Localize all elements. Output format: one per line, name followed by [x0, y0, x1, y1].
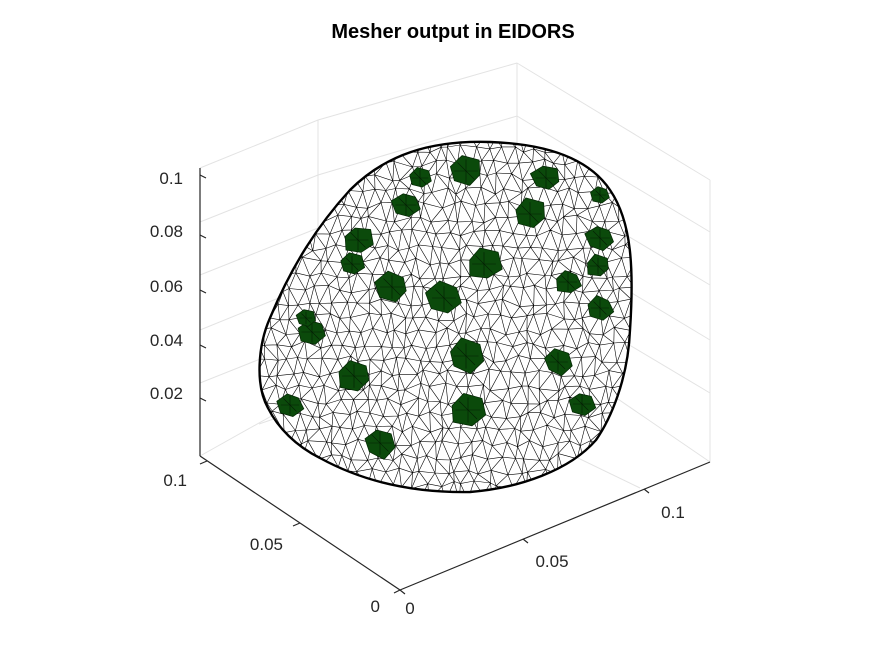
electrode-patches [276, 155, 615, 460]
z-tick-label: 0.1 [159, 169, 183, 188]
x-tick-label: 0.1 [661, 503, 685, 522]
figure-title: Mesher output in EIDORS [331, 21, 574, 43]
x-tick-labels: 0 0.05 0.1 [405, 503, 685, 618]
electrode-mesh-edges [454, 159, 478, 183]
electrode-mesh-edges [590, 228, 610, 248]
electrode-mesh-edges [301, 321, 323, 343]
tick-marks [199, 174, 650, 595]
electrode-mesh-edges [368, 431, 392, 455]
z-tick-label: 0.06 [150, 277, 183, 296]
electrode-mesh-edges [558, 272, 578, 292]
electrode-mesh-edges [299, 311, 313, 325]
electrode-mesh-edges [572, 394, 592, 414]
electrode-mesh-edges [590, 298, 610, 318]
y-tick-label: 0.1 [163, 471, 187, 490]
electrode-mesh-edges [453, 343, 479, 369]
mesh-edges [259, 141, 632, 493]
electrode-mesh-edges [535, 167, 557, 189]
electrode-patch [451, 392, 487, 427]
electrode-mesh-edges [432, 286, 456, 310]
y-tick-labels: 0.1 0.05 0 [163, 471, 380, 616]
y-tick-label: 0.05 [250, 535, 283, 554]
electrode-mesh-edges [548, 352, 568, 372]
electrode-patch [469, 247, 503, 279]
electrode-mesh-edges [342, 364, 366, 388]
electrode-mesh-edges [593, 188, 607, 202]
head-mesh [258, 140, 633, 494]
z-tick-labels: 0.1 0.08 0.06 0.04 0.02 [150, 169, 183, 403]
electrode-patch [556, 270, 583, 294]
mesh-edge-path [259, 141, 632, 493]
y-tick-label: 0 [371, 597, 380, 616]
electrode-mesh-edges [343, 255, 361, 273]
electrode-mesh-edges [280, 395, 300, 415]
electrode-mesh-edges [395, 194, 417, 216]
head-outline [258, 140, 633, 494]
x-tick-label: 0.05 [535, 552, 568, 571]
electrode-patch [409, 167, 432, 188]
z-tick-label: 0.02 [150, 384, 183, 403]
z-tick-label: 0.04 [150, 331, 183, 350]
electrode-patch [340, 252, 366, 275]
electrode-mesh-edges [589, 257, 607, 275]
electrode-mesh-edges [455, 397, 481, 423]
electrode-mesh-edges [411, 169, 429, 187]
x-tick-label: 0 [405, 599, 414, 618]
electrode-mesh-edges [347, 229, 369, 251]
electrode-mesh-edges [472, 252, 496, 276]
z-tick-label: 0.08 [150, 222, 183, 241]
electrode-mesh-edges [380, 275, 404, 299]
electrode-patch [374, 270, 407, 303]
electrode-mesh-edges [518, 202, 542, 226]
